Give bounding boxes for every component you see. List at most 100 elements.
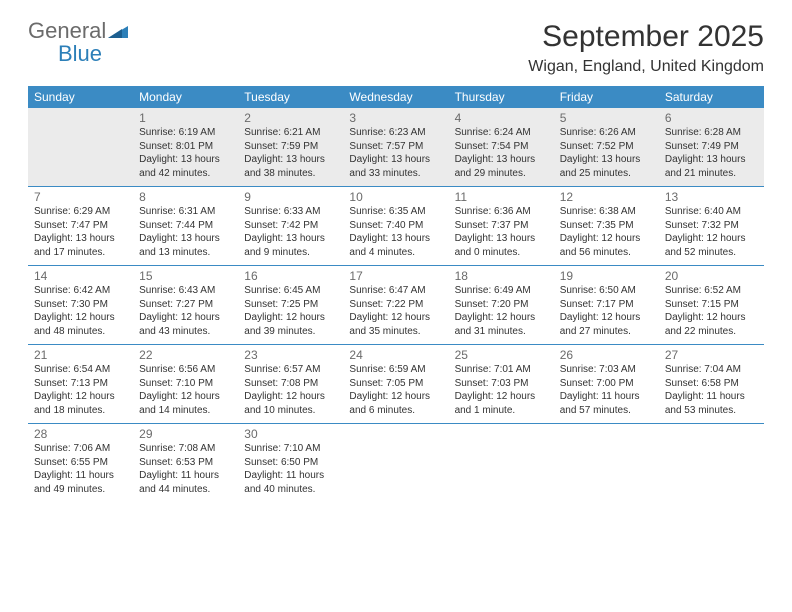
daylight-text: Daylight: 13 hours and 38 minutes. xyxy=(244,153,337,180)
daylight-text: Daylight: 12 hours and 14 minutes. xyxy=(139,390,232,417)
sunrise-text: Sunrise: 6:21 AM xyxy=(244,126,337,140)
sunrise-text: Sunrise: 6:35 AM xyxy=(349,205,442,219)
day-number: 6 xyxy=(665,111,758,125)
sunrise-text: Sunrise: 6:19 AM xyxy=(139,126,232,140)
day-number: 5 xyxy=(560,111,653,125)
daylight-text: Daylight: 12 hours and 48 minutes. xyxy=(34,311,127,338)
sunrise-text: Sunrise: 6:28 AM xyxy=(665,126,758,140)
day-cell: 15Sunrise: 6:43 AMSunset: 7:27 PMDayligh… xyxy=(133,266,238,344)
daylight-text: Daylight: 11 hours and 49 minutes. xyxy=(34,469,127,496)
day-number: 19 xyxy=(560,269,653,283)
day-cell: 22Sunrise: 6:56 AMSunset: 7:10 PMDayligh… xyxy=(133,345,238,423)
sunset-text: Sunset: 7:03 PM xyxy=(455,377,548,391)
daylight-text: Daylight: 12 hours and 18 minutes. xyxy=(34,390,127,417)
daylight-text: Daylight: 11 hours and 53 minutes. xyxy=(665,390,758,417)
daylight-text: Daylight: 13 hours and 29 minutes. xyxy=(455,153,548,180)
day-number: 1 xyxy=(139,111,232,125)
weeks-container: 1Sunrise: 6:19 AMSunset: 8:01 PMDaylight… xyxy=(28,108,764,502)
sunrise-text: Sunrise: 7:06 AM xyxy=(34,442,127,456)
day-number: 20 xyxy=(665,269,758,283)
day-cell: 6Sunrise: 6:28 AMSunset: 7:49 PMDaylight… xyxy=(659,108,764,186)
sunset-text: Sunset: 7:40 PM xyxy=(349,219,442,233)
day-header-cell: Tuesday xyxy=(238,86,343,108)
sunrise-text: Sunrise: 6:42 AM xyxy=(34,284,127,298)
sunset-text: Sunset: 7:13 PM xyxy=(34,377,127,391)
sunset-text: Sunset: 6:55 PM xyxy=(34,456,127,470)
sunset-text: Sunset: 7:54 PM xyxy=(455,140,548,154)
sunset-text: Sunset: 7:37 PM xyxy=(455,219,548,233)
sunrise-text: Sunrise: 7:03 AM xyxy=(560,363,653,377)
day-number: 18 xyxy=(455,269,548,283)
day-cell xyxy=(449,424,554,502)
day-number: 10 xyxy=(349,190,442,204)
day-cell: 30Sunrise: 7:10 AMSunset: 6:50 PMDayligh… xyxy=(238,424,343,502)
daylight-text: Daylight: 13 hours and 9 minutes. xyxy=(244,232,337,259)
daylight-text: Daylight: 12 hours and 1 minute. xyxy=(455,390,548,417)
sunrise-text: Sunrise: 6:57 AM xyxy=(244,363,337,377)
day-number: 27 xyxy=(665,348,758,362)
daylight-text: Daylight: 13 hours and 0 minutes. xyxy=(455,232,548,259)
sunrise-text: Sunrise: 6:23 AM xyxy=(349,126,442,140)
logo-text-blue: Blue xyxy=(28,41,102,66)
sunset-text: Sunset: 6:50 PM xyxy=(244,456,337,470)
daylight-text: Daylight: 12 hours and 31 minutes. xyxy=(455,311,548,338)
day-cell xyxy=(28,108,133,186)
sunrise-text: Sunrise: 6:38 AM xyxy=(560,205,653,219)
sunrise-text: Sunrise: 6:43 AM xyxy=(139,284,232,298)
day-cell: 3Sunrise: 6:23 AMSunset: 7:57 PMDaylight… xyxy=(343,108,448,186)
week-row: 21Sunrise: 6:54 AMSunset: 7:13 PMDayligh… xyxy=(28,344,764,423)
sunrise-text: Sunrise: 6:52 AM xyxy=(665,284,758,298)
sunset-text: Sunset: 7:08 PM xyxy=(244,377,337,391)
daylight-text: Daylight: 13 hours and 25 minutes. xyxy=(560,153,653,180)
day-cell: 16Sunrise: 6:45 AMSunset: 7:25 PMDayligh… xyxy=(238,266,343,344)
day-header-cell: Friday xyxy=(554,86,659,108)
daylight-text: Daylight: 12 hours and 43 minutes. xyxy=(139,311,232,338)
logo-text-block: General Blue xyxy=(28,20,128,66)
day-cell: 18Sunrise: 6:49 AMSunset: 7:20 PMDayligh… xyxy=(449,266,554,344)
sunrise-text: Sunrise: 6:59 AM xyxy=(349,363,442,377)
daylight-text: Daylight: 12 hours and 56 minutes. xyxy=(560,232,653,259)
sunset-text: Sunset: 7:27 PM xyxy=(139,298,232,312)
day-cell: 10Sunrise: 6:35 AMSunset: 7:40 PMDayligh… xyxy=(343,187,448,265)
sunrise-text: Sunrise: 6:31 AM xyxy=(139,205,232,219)
sunrise-text: Sunrise: 6:49 AM xyxy=(455,284,548,298)
day-cell: 1Sunrise: 6:19 AMSunset: 8:01 PMDaylight… xyxy=(133,108,238,186)
day-number: 12 xyxy=(560,190,653,204)
day-header-cell: Wednesday xyxy=(343,86,448,108)
day-header-cell: Sunday xyxy=(28,86,133,108)
daylight-text: Daylight: 12 hours and 22 minutes. xyxy=(665,311,758,338)
day-cell: 4Sunrise: 6:24 AMSunset: 7:54 PMDaylight… xyxy=(449,108,554,186)
week-row: 28Sunrise: 7:06 AMSunset: 6:55 PMDayligh… xyxy=(28,423,764,502)
day-number: 25 xyxy=(455,348,548,362)
week-row: 14Sunrise: 6:42 AMSunset: 7:30 PMDayligh… xyxy=(28,265,764,344)
day-number: 17 xyxy=(349,269,442,283)
day-cell: 8Sunrise: 6:31 AMSunset: 7:44 PMDaylight… xyxy=(133,187,238,265)
day-number: 2 xyxy=(244,111,337,125)
day-number: 8 xyxy=(139,190,232,204)
daylight-text: Daylight: 13 hours and 33 minutes. xyxy=(349,153,442,180)
sunset-text: Sunset: 7:15 PM xyxy=(665,298,758,312)
day-number: 24 xyxy=(349,348,442,362)
daylight-text: Daylight: 13 hours and 21 minutes. xyxy=(665,153,758,180)
daylight-text: Daylight: 12 hours and 35 minutes. xyxy=(349,311,442,338)
calendar-page: General Blue September 2025 Wigan, Engla… xyxy=(0,0,792,522)
daylight-text: Daylight: 11 hours and 44 minutes. xyxy=(139,469,232,496)
day-cell: 17Sunrise: 6:47 AMSunset: 7:22 PMDayligh… xyxy=(343,266,448,344)
sunset-text: Sunset: 7:10 PM xyxy=(139,377,232,391)
sunrise-text: Sunrise: 6:40 AM xyxy=(665,205,758,219)
day-number: 4 xyxy=(455,111,548,125)
day-number: 3 xyxy=(349,111,442,125)
day-number: 15 xyxy=(139,269,232,283)
daylight-text: Daylight: 13 hours and 17 minutes. xyxy=(34,232,127,259)
day-cell: 14Sunrise: 6:42 AMSunset: 7:30 PMDayligh… xyxy=(28,266,133,344)
day-cell: 19Sunrise: 6:50 AMSunset: 7:17 PMDayligh… xyxy=(554,266,659,344)
day-cell: 24Sunrise: 6:59 AMSunset: 7:05 PMDayligh… xyxy=(343,345,448,423)
day-cell: 28Sunrise: 7:06 AMSunset: 6:55 PMDayligh… xyxy=(28,424,133,502)
day-cell: 9Sunrise: 6:33 AMSunset: 7:42 PMDaylight… xyxy=(238,187,343,265)
day-cell: 29Sunrise: 7:08 AMSunset: 6:53 PMDayligh… xyxy=(133,424,238,502)
daylight-text: Daylight: 12 hours and 52 minutes. xyxy=(665,232,758,259)
sunrise-text: Sunrise: 6:33 AM xyxy=(244,205,337,219)
sunset-text: Sunset: 6:58 PM xyxy=(665,377,758,391)
day-cell: 7Sunrise: 6:29 AMSunset: 7:47 PMDaylight… xyxy=(28,187,133,265)
sunset-text: Sunset: 7:30 PM xyxy=(34,298,127,312)
